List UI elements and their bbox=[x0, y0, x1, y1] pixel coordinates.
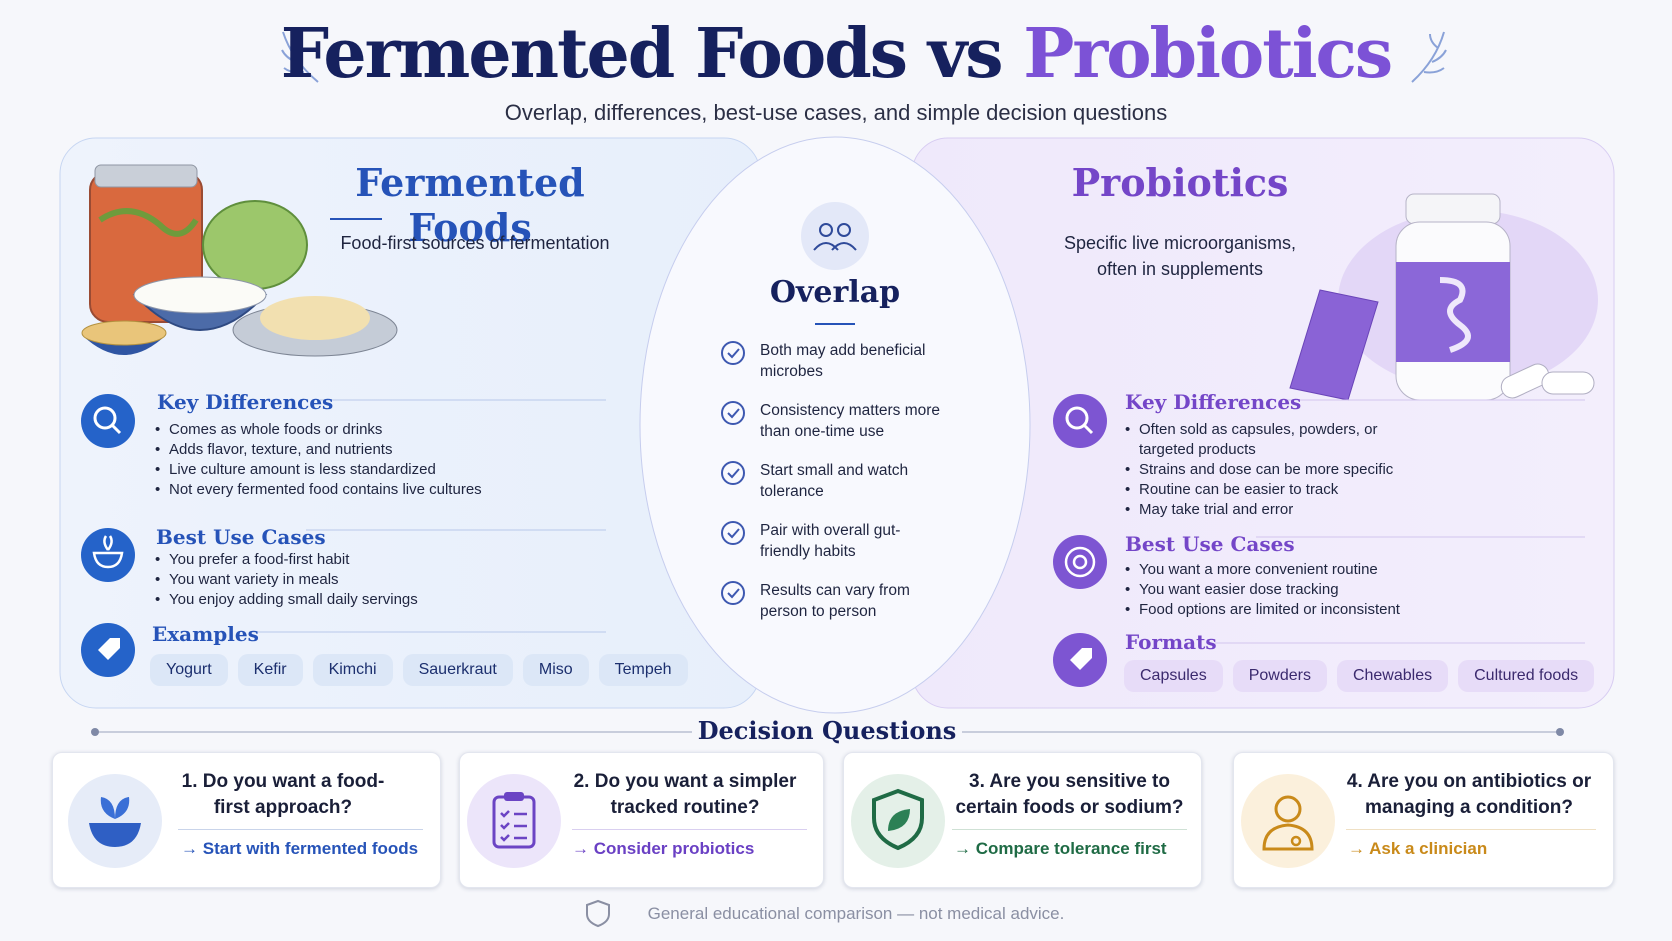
check-icon bbox=[721, 341, 745, 365]
decision-card: 3. Are you sensitive to certain foods or… bbox=[843, 752, 1202, 888]
check-icon bbox=[721, 401, 745, 425]
tag-pill: Tempeh bbox=[598, 654, 688, 686]
overlap-item: Pair with overall gut-friendly habits bbox=[720, 520, 945, 580]
action: → Ask a clinician bbox=[1348, 839, 1488, 858]
divider bbox=[952, 829, 1187, 830]
panel-title: Probiotics bbox=[1071, 160, 1289, 205]
food-illustration bbox=[81, 164, 398, 357]
section-heading: Best Use Cases bbox=[156, 525, 326, 549]
decision-card: 1. Do you want a food-first approach? → … bbox=[52, 752, 441, 888]
tag-pill: Powders bbox=[1232, 660, 1327, 692]
pill-list: Capsules Powders Chewables Cultured foods bbox=[1124, 660, 1595, 692]
decision-card: 2. Do you want a simpler tracked routine… bbox=[459, 752, 824, 888]
bullet-item: You prefer a food-first habit bbox=[155, 550, 615, 570]
panel-subtitle: Specific live microorganisms, often in s… bbox=[1063, 233, 1297, 279]
action-text: Ask a clinician bbox=[1369, 839, 1488, 858]
overlap-list: Both may add beneficial microbes Consiste… bbox=[720, 340, 945, 640]
bullet-item: You want easier dose tracking bbox=[1125, 580, 1525, 600]
tag-pill: Chewables bbox=[1336, 660, 1449, 692]
divider bbox=[1346, 829, 1596, 830]
subtitle: Overlap, differences, best-use cases, an… bbox=[504, 100, 1168, 125]
section-heading: Key Differences bbox=[157, 390, 334, 414]
card-icon bbox=[68, 774, 162, 868]
tag-pill: Kefir bbox=[237, 654, 303, 686]
title-part: Probiotics bbox=[1023, 14, 1393, 94]
bullet-list: Comes as whole foods or drinksAdds flavo… bbox=[155, 420, 615, 500]
divider bbox=[178, 829, 423, 830]
question: 4. Are you on antibiotics or managing a … bbox=[1346, 771, 1592, 818]
bullet-item: Not every fermented food contains live c… bbox=[155, 480, 615, 500]
footer-text: General educational comparison — not med… bbox=[647, 904, 1065, 923]
panel-subtitle: Food-first sources of fermentation bbox=[340, 233, 610, 253]
overlap-item: Results can vary from person to person bbox=[720, 580, 945, 640]
bullet-item: Comes as whole foods or drinks bbox=[155, 420, 615, 440]
tag-pill: Capsules bbox=[1124, 660, 1223, 692]
bullet-item: You want variety in meals bbox=[155, 570, 615, 590]
sprig bbox=[281, 31, 1447, 83]
bullet-item: Adds flavor, texture, and nutrients bbox=[155, 440, 615, 460]
overlap-text: Start small and watch tolerance bbox=[760, 462, 909, 500]
tag-pill: Kimchi bbox=[312, 654, 393, 686]
action: → Compare tolerance first bbox=[954, 839, 1167, 858]
section-heading: Key Differences bbox=[1125, 390, 1302, 414]
bullet-list: Often sold as capsules, powders, or targ… bbox=[1125, 420, 1395, 520]
bullet-list: You want a more convenient routineYou wa… bbox=[1125, 560, 1525, 620]
bullet-item: Food options are limited or inconsistent bbox=[1125, 600, 1525, 620]
bullet-item: May take trial and error bbox=[1125, 500, 1395, 520]
section-icons bbox=[81, 202, 1107, 687]
action-text: Consider probiotics bbox=[593, 839, 755, 858]
bullet-item: Strains and dose can be more specific bbox=[1125, 460, 1395, 480]
section-heading: Decision Questions bbox=[697, 716, 957, 745]
bullet-item: You enjoy adding small daily servings bbox=[155, 590, 615, 610]
action-text: Compare tolerance first bbox=[975, 839, 1167, 858]
action: → Consider probiotics bbox=[572, 839, 755, 858]
overlap-text: Results can vary from person to person bbox=[760, 582, 910, 620]
bullet-item: You want a more convenient routine bbox=[1125, 560, 1525, 580]
question: 3. Are you sensitive to certain foods or… bbox=[955, 771, 1184, 818]
action: → Start with fermented foods bbox=[181, 839, 419, 858]
card-icon bbox=[467, 774, 561, 868]
supplement-illustration bbox=[1289, 193, 1598, 401]
bullet-item: Often sold as capsules, powders, or targ… bbox=[1125, 420, 1395, 460]
overlap-item: Both may add beneficial microbes bbox=[720, 340, 945, 400]
check-icon bbox=[721, 581, 745, 605]
footer: General educational comparison — not med… bbox=[0, 904, 1672, 924]
action-text: Start with fermented foods bbox=[202, 839, 419, 858]
overlap-title: Overlap bbox=[769, 275, 901, 310]
tag-pill: Cultured foods bbox=[1458, 660, 1595, 692]
card-icon bbox=[1241, 774, 1335, 868]
title: Fermented Foods vs Probiotics bbox=[0, 14, 1672, 94]
question: 2. Do you want a simpler tracked routine… bbox=[573, 771, 797, 818]
bullet-item: Routine can be easier to track bbox=[1125, 480, 1395, 500]
tag-pill: Miso bbox=[522, 654, 589, 686]
tag-pill: Sauerkraut bbox=[402, 654, 513, 686]
decision-card: 4. Are you on antibiotics or managing a … bbox=[1233, 752, 1614, 888]
title-part: Fermented Foods vs bbox=[280, 14, 1004, 94]
overlap-text: Consistency matters more than one-time u… bbox=[760, 402, 941, 440]
bullet-list: You prefer a food-first habitYou want va… bbox=[155, 550, 615, 610]
overlap-ellipse bbox=[639, 136, 1031, 714]
card-icon bbox=[851, 774, 945, 868]
divider bbox=[572, 829, 807, 830]
bullet-item: Live culture amount is less standardized bbox=[155, 460, 615, 480]
pill-list: Yogurt Kefir Kimchi Sauerkraut Miso Tempeh bbox=[150, 654, 688, 686]
check-icon bbox=[721, 461, 745, 485]
question: 1. Do you want a food-first approach? bbox=[181, 771, 385, 818]
section-heading: Best Use Cases bbox=[1125, 532, 1295, 556]
overlap-item: Consistency matters more than one-time u… bbox=[720, 400, 945, 460]
panel-title: Fermented Foods bbox=[355, 160, 585, 250]
section-heading: Formats bbox=[1125, 630, 1217, 654]
overlap-text: Both may add beneficial microbes bbox=[760, 342, 926, 380]
overlap-text: Pair with overall gut-friendly habits bbox=[760, 522, 901, 560]
section-heading: Examples bbox=[152, 622, 259, 646]
overlap-item: Start small and watch tolerance bbox=[720, 460, 945, 520]
tag-pill: Yogurt bbox=[150, 654, 228, 686]
check-icon bbox=[721, 521, 745, 545]
